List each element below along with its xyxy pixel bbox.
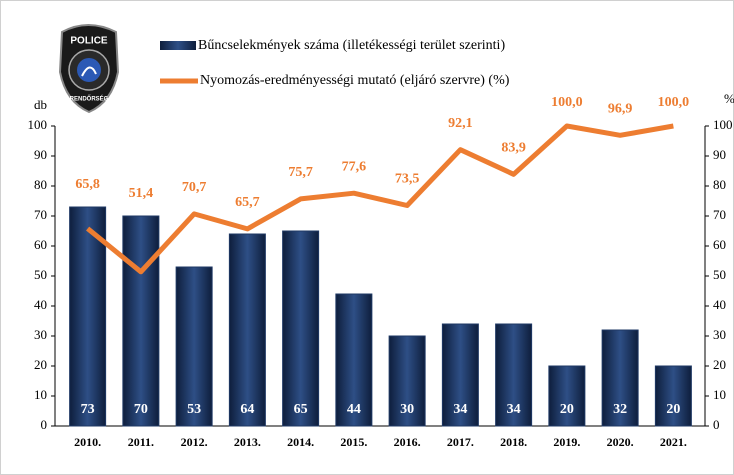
y-tick-label: 70 xyxy=(34,207,47,222)
y2-tick-label: 70 xyxy=(713,207,726,222)
bar xyxy=(335,293,373,427)
x-tick-label: 2021. xyxy=(660,435,687,449)
x-tick-label: 2015. xyxy=(340,435,367,449)
x-tick-label: 2019. xyxy=(553,435,580,449)
y2-tick-label: 80 xyxy=(713,177,726,192)
logo-text: POLICE xyxy=(70,36,108,47)
bar xyxy=(548,365,586,427)
logo-subtext: RENDŐRSÉG xyxy=(70,95,109,103)
line-value-label: 83,9 xyxy=(501,141,526,156)
bar xyxy=(69,206,107,427)
y2-tick-label: 90 xyxy=(713,147,726,162)
y-tick-label: 100 xyxy=(28,117,48,132)
bar xyxy=(388,335,426,427)
y-tick-label: 50 xyxy=(34,267,47,282)
x-tick-label: 2012. xyxy=(181,435,208,449)
bar-value-label: 20 xyxy=(666,402,680,417)
bar-value-label: 32 xyxy=(613,402,627,417)
bar-value-label: 34 xyxy=(453,402,467,417)
bar-value-label: 30 xyxy=(400,402,414,417)
bar-value-label: 53 xyxy=(187,402,201,417)
line-value-label: 100,0 xyxy=(658,95,690,110)
bar-value-label: 65 xyxy=(294,402,308,417)
x-tick-label: 2013. xyxy=(234,435,261,449)
y-tick-label: 30 xyxy=(34,327,47,342)
y-tick-label: 60 xyxy=(34,237,47,252)
y-tick-label: 80 xyxy=(34,177,47,192)
bar xyxy=(122,215,160,427)
y2-tick-label: 20 xyxy=(713,357,726,372)
line-value-label: 77,6 xyxy=(342,159,367,174)
x-tick-label: 2010. xyxy=(74,435,101,449)
y2-tick-label: 30 xyxy=(713,327,726,342)
y2-tick-label: 100 xyxy=(713,117,733,132)
x-tick-label: 2017. xyxy=(447,435,474,449)
y-tick-label: 40 xyxy=(34,297,47,312)
y-tick-label: 90 xyxy=(34,147,47,162)
y2-tick-label: 0 xyxy=(713,417,720,432)
bar-value-label: 70 xyxy=(134,402,148,417)
bar xyxy=(228,233,266,427)
legend-swatch xyxy=(160,41,196,50)
bar-value-label: 20 xyxy=(560,402,574,417)
bar-value-label: 34 xyxy=(507,402,521,417)
line xyxy=(86,123,674,275)
y-axis-label: db xyxy=(34,97,47,112)
y2-tick-label: 40 xyxy=(713,297,726,312)
bar-value-label: 73 xyxy=(81,402,95,417)
x-tick-label: 2011. xyxy=(128,435,154,449)
line-value-label: 65,8 xyxy=(75,177,100,192)
y-tick-label: 20 xyxy=(34,357,47,372)
line-value-label: 75,7 xyxy=(288,165,313,180)
y2-tick-label: 10 xyxy=(713,387,726,402)
line-value-label: 96,9 xyxy=(608,102,633,117)
y2-axis-label: % xyxy=(724,91,734,106)
line-value-label: 100,0 xyxy=(551,95,583,110)
line-value-label: 51,4 xyxy=(129,186,154,201)
line-value-label: 92,1 xyxy=(448,116,473,131)
logo: POLICE RENDŐRSÉG xyxy=(58,24,120,114)
legend-label: Nyomozás-eredményességi mutató (eljáró s… xyxy=(200,73,510,88)
x-tick-label: 2014. xyxy=(287,435,314,449)
x-tick-label: 2018. xyxy=(500,435,527,449)
x-tick-label: 2020. xyxy=(607,435,634,449)
legend-label: Bűncselekmények száma (illetékességi ter… xyxy=(198,38,505,53)
bar xyxy=(441,323,479,427)
line-value-label: 65,7 xyxy=(235,195,260,210)
bar xyxy=(654,365,692,427)
x-tick-label: 2016. xyxy=(394,435,421,449)
bar xyxy=(282,230,320,427)
bar-value-label: 64 xyxy=(240,402,254,417)
bar xyxy=(601,329,639,427)
bar xyxy=(495,323,533,427)
line-value-label: 70,7 xyxy=(182,180,207,195)
y-tick-label: 10 xyxy=(34,387,47,402)
y2-tick-label: 60 xyxy=(713,237,726,252)
line-value-label: 73,5 xyxy=(395,172,420,187)
y2-tick-label: 50 xyxy=(713,267,726,282)
bar xyxy=(175,266,213,427)
y-tick-label: 0 xyxy=(41,417,48,432)
bar-value-label: 44 xyxy=(347,402,361,417)
